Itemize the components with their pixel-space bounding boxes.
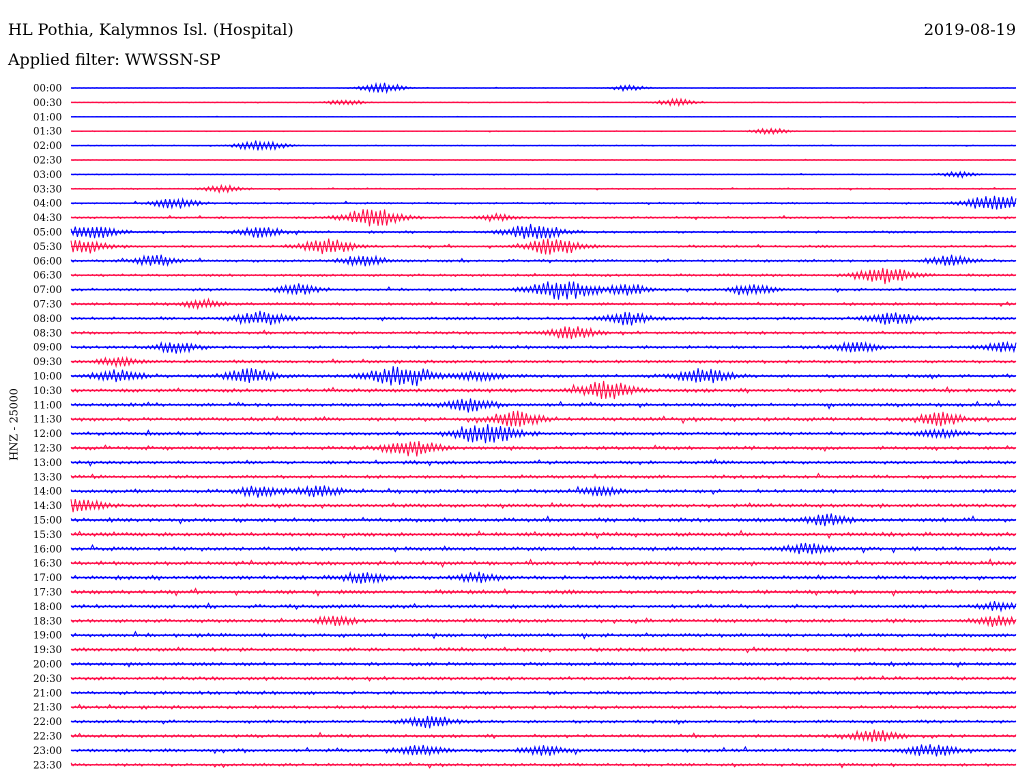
time-label: 16:30 — [33, 559, 62, 570]
time-label: 11:00 — [33, 400, 62, 411]
time-label: 23:00 — [33, 746, 62, 757]
time-label: 19:30 — [33, 645, 62, 656]
time-label: 12:30 — [33, 444, 62, 455]
time-label: 22:00 — [33, 717, 62, 728]
trace-06-30 — [70, 267, 1017, 285]
time-label: 04:30 — [33, 213, 62, 224]
trace-11-00 — [70, 398, 1017, 413]
time-label: 14:30 — [33, 501, 62, 512]
time-label: 20:00 — [33, 660, 62, 671]
time-label: 03:00 — [33, 170, 62, 181]
time-label: 08:30 — [33, 328, 62, 339]
time-label: 15:00 — [33, 516, 62, 527]
trace-12-30 — [70, 441, 1017, 457]
time-label: 18:30 — [33, 616, 62, 627]
time-label: 08:00 — [33, 314, 62, 325]
station-title: HL Pothia, Kalymnos Isl. (Hospital) — [8, 20, 294, 39]
time-label: 17:00 — [33, 573, 62, 584]
trace-07-00 — [70, 281, 1017, 300]
time-label-group: 00:00 00:30 01:00 01:30 02:00 02:30 03:00 03:30… — [33, 84, 62, 772]
time-label: 10:00 — [33, 372, 62, 383]
time-label: 01:30 — [33, 127, 62, 138]
time-label: 00:30 — [33, 98, 62, 109]
time-label: 13:30 — [33, 472, 62, 483]
time-label: 09:00 — [33, 343, 62, 354]
time-label: 21:30 — [33, 703, 62, 714]
time-label: 02:00 — [33, 141, 62, 152]
time-label: 18:00 — [33, 602, 62, 613]
time-label: 21:00 — [33, 688, 62, 699]
time-label: 23:30 — [33, 760, 62, 771]
time-label: 02:30 — [33, 156, 62, 167]
time-label: 19:00 — [33, 631, 62, 642]
time-label: 11:30 — [33, 415, 62, 426]
time-label: 22:30 — [33, 732, 62, 743]
time-label: 10:30 — [33, 386, 62, 397]
time-label: 14:00 — [33, 487, 62, 498]
time-label: 05:00 — [33, 228, 62, 239]
time-label: 16:00 — [33, 544, 62, 555]
filter-label: Applied filter: WWSSN-SP — [8, 50, 221, 69]
time-label: 17:30 — [33, 588, 62, 599]
time-label: 13:00 — [33, 458, 62, 469]
time-label: 09:30 — [33, 357, 62, 368]
time-label: 04:00 — [33, 199, 62, 210]
time-label: 06:00 — [33, 256, 62, 267]
time-label: 01:00 — [33, 112, 62, 123]
time-label: 00:00 — [33, 84, 62, 95]
time-label: 03:30 — [33, 184, 62, 195]
time-label: 06:30 — [33, 271, 62, 282]
time-label: 12:00 — [33, 429, 62, 440]
time-label: 07:00 — [33, 285, 62, 296]
trace-group — [70, 81, 1017, 769]
date-label: 2019-08-19 — [923, 20, 1016, 39]
time-label: 15:30 — [33, 530, 62, 541]
time-label: 07:30 — [33, 300, 62, 311]
time-label: 20:30 — [33, 674, 62, 685]
time-label: 05:30 — [33, 242, 62, 253]
